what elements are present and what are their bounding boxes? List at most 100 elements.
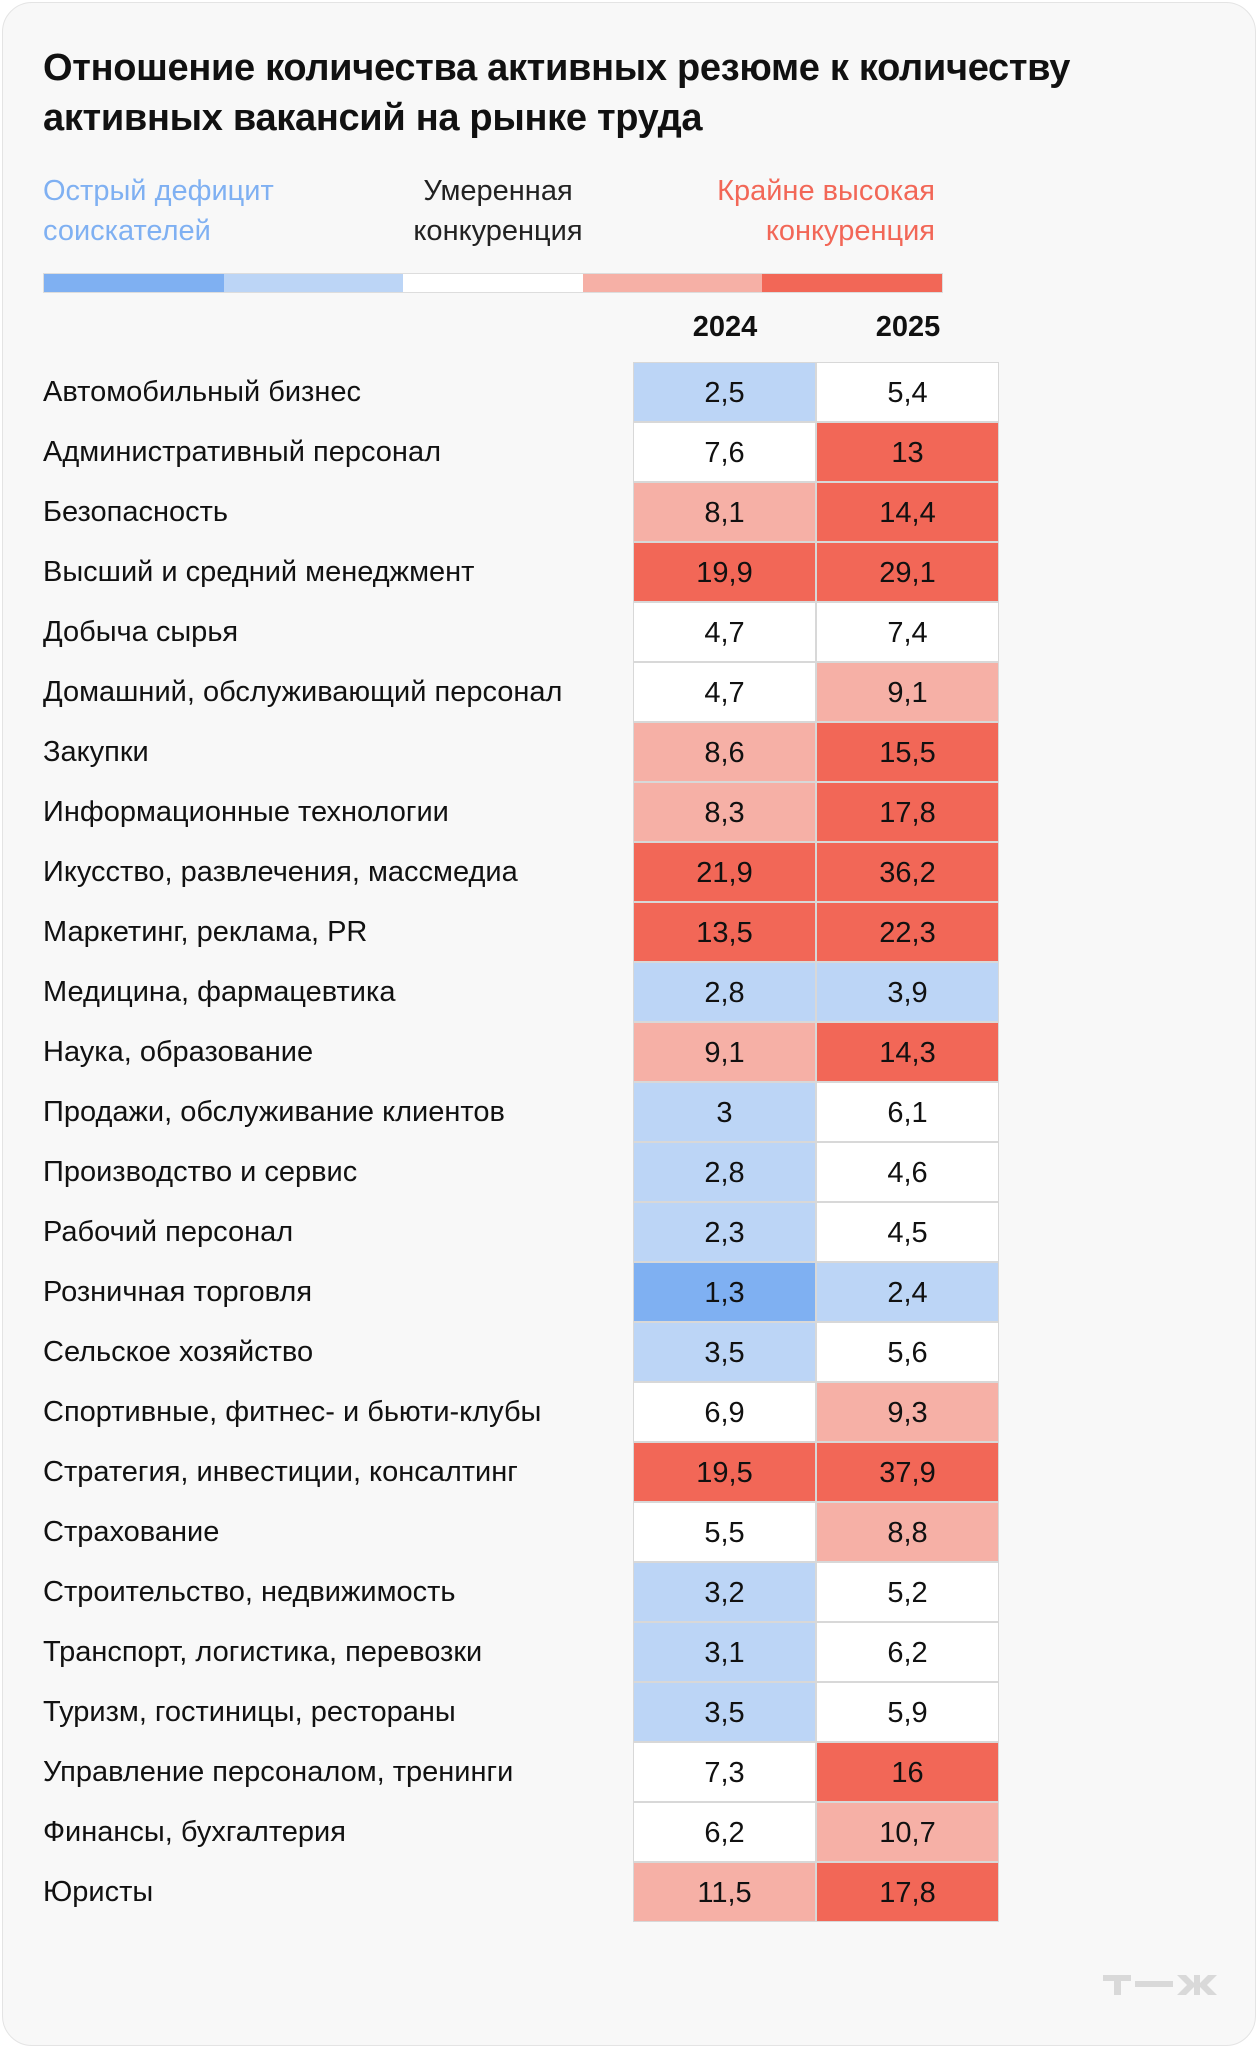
table-row: Административный персонал 7,6 13 bbox=[3, 422, 1260, 482]
heatmap-cell-2024: 7,3 bbox=[633, 1742, 816, 1802]
heatmap-cell-2025: 17,8 bbox=[816, 1862, 999, 1922]
heatmap-cell-2025: 6,2 bbox=[816, 1622, 999, 1682]
heatmap-cell-2024: 3,1 bbox=[633, 1622, 816, 1682]
table-row: Финансы, бухгалтерия 6,2 10,7 bbox=[3, 1802, 1260, 1862]
legend-swatch-3 bbox=[582, 274, 763, 292]
heatmap-cell-2024: 1,3 bbox=[633, 1262, 816, 1322]
heatmap-cell-2024: 19,5 bbox=[633, 1442, 816, 1502]
table-row: Строительство, недвижимость 3,2 5,2 bbox=[3, 1562, 1260, 1622]
heatmap-cell-2025: 7,4 bbox=[816, 602, 999, 662]
table-row: Продажи, обслуживание клиентов 3 6,1 bbox=[3, 1082, 1260, 1142]
heatmap-cell-2024: 4,7 bbox=[633, 662, 816, 722]
heatmap-cell-2024: 3,5 bbox=[633, 1682, 816, 1742]
row-label: Административный персонал bbox=[43, 436, 441, 468]
legend-swatch-0 bbox=[44, 274, 224, 292]
heatmap-cell-2025: 4,5 bbox=[816, 1202, 999, 1262]
heatmap-cell-2024: 3 bbox=[633, 1082, 816, 1142]
heatmap-cell-2025: 14,4 bbox=[816, 482, 999, 542]
tj-logo bbox=[1103, 1975, 1217, 1995]
heatmap-cell-2025: 5,9 bbox=[816, 1682, 999, 1742]
row-label: Автомобильный бизнес bbox=[43, 376, 361, 408]
row-label: Транспорт, логистика, перевозки bbox=[43, 1636, 483, 1668]
table-row: Спортивные, фитнес- и бьюти-клубы 6,9 9,3 bbox=[3, 1382, 1260, 1442]
row-label: Управление персоналом, тренинги bbox=[43, 1756, 514, 1788]
row-label: Стратегия, инвестиции, консалтинг bbox=[43, 1456, 518, 1488]
row-label: Добыча сырья bbox=[43, 616, 239, 648]
legend-swatch-1 bbox=[223, 274, 404, 292]
legend-high-label: Крайне высокая конкуренция bbox=[717, 175, 935, 247]
table-row: Информационные технологии 8,3 17,8 bbox=[3, 782, 1260, 842]
heatmap-cell-2024: 6,9 bbox=[633, 1382, 816, 1442]
heatmap-cell-2024: 9,1 bbox=[633, 1022, 816, 1082]
heatmap-cell-2025: 37,9 bbox=[816, 1442, 999, 1502]
table-row: Туризм, гостиницы, рестораны 3,5 5,9 bbox=[3, 1682, 1260, 1742]
table-row: Добыча сырья 4,7 7,4 bbox=[3, 602, 1260, 662]
heatmap-cell-2025: 5,4 bbox=[816, 362, 999, 422]
row-label: Маркетинг, реклама, PR bbox=[43, 916, 368, 948]
row-label: Юристы bbox=[43, 1876, 154, 1908]
row-label: Высший и средний менеджмент bbox=[43, 556, 475, 588]
heatmap-cell-2024: 4,7 bbox=[633, 602, 816, 662]
heatmap-cell-2024: 3,5 bbox=[633, 1322, 816, 1382]
heatmap-cell-2024: 8,1 bbox=[633, 482, 816, 542]
table-row: Икусство, развлечения, массмедиа 21,9 36,2 bbox=[3, 842, 1260, 902]
row-label: Безопасность bbox=[43, 496, 228, 528]
heatmap-cell-2024: 8,3 bbox=[633, 782, 816, 842]
table-row: Безопасность 8,1 14,4 bbox=[3, 482, 1260, 542]
row-label: Рабочий персонал bbox=[43, 1216, 294, 1248]
column-header-2024: 2024 bbox=[692, 311, 758, 343]
legend-color-scale bbox=[43, 273, 943, 293]
heatmap-cell-2025: 15,5 bbox=[816, 722, 999, 782]
table-row: Медицина, фармацевтика 2,8 3,9 bbox=[3, 962, 1260, 1022]
row-label: Икусство, развлечения, массмедиа bbox=[43, 856, 518, 888]
heatmap-cell-2025: 17,8 bbox=[816, 782, 999, 842]
row-label: Страхование bbox=[43, 1516, 220, 1548]
row-label: Сельское хозяйство bbox=[43, 1336, 314, 1368]
heatmap-cell-2025: 2,4 bbox=[816, 1262, 999, 1322]
row-label: Розничная торговля bbox=[43, 1276, 313, 1308]
heatmap-cell-2024: 3,2 bbox=[633, 1562, 816, 1622]
table-row: Транспорт, логистика, перевозки 3,1 6,2 bbox=[3, 1622, 1260, 1682]
row-label: Медицина, фармацевтика bbox=[43, 976, 396, 1008]
row-label: Производство и сервис bbox=[43, 1156, 358, 1188]
row-label: Спортивные, фитнес- и бьюти-клубы bbox=[43, 1396, 542, 1428]
row-label: Строительство, недвижимость bbox=[43, 1576, 456, 1608]
heatmap-cell-2024: 7,6 bbox=[633, 422, 816, 482]
legend-swatch-2 bbox=[403, 274, 583, 292]
table-row: Высший и средний менеджмент 19,9 29,1 bbox=[3, 542, 1260, 602]
heatmap-cell-2024: 2,8 bbox=[633, 962, 816, 1022]
heatmap-cell-2024: 5,5 bbox=[633, 1502, 816, 1562]
heatmap-cell-2024: 2,5 bbox=[633, 362, 816, 422]
row-label: Продажи, обслуживание клиентов bbox=[43, 1096, 505, 1128]
table-row: Автомобильный бизнес 2,5 5,4 bbox=[3, 362, 1260, 422]
table-row: Страхование 5,5 8,8 bbox=[3, 1502, 1260, 1562]
heatmap-cell-2024: 19,9 bbox=[633, 542, 816, 602]
row-label: Финансы, бухгалтерия bbox=[43, 1816, 346, 1848]
row-label: Закупки bbox=[43, 736, 149, 768]
heatmap-cell-2025: 5,2 bbox=[816, 1562, 999, 1622]
table-row: Рабочий персонал 2,3 4,5 bbox=[3, 1202, 1260, 1262]
row-label: Наука, образование bbox=[43, 1036, 314, 1068]
heatmap-cell-2025: 29,1 bbox=[816, 542, 999, 602]
table-row: Юристы 11,5 17,8 bbox=[3, 1862, 1260, 1922]
table-row: Маркетинг, реклама, PR 13,5 22,3 bbox=[3, 902, 1260, 962]
table-row: Сельское хозяйство 3,5 5,6 bbox=[3, 1322, 1260, 1382]
row-label: Туризм, гостиницы, рестораны bbox=[43, 1696, 456, 1728]
table-row: Наука, образование 9,1 14,3 bbox=[3, 1022, 1260, 1082]
table-row: Розничная торговля 1,3 2,4 bbox=[3, 1262, 1260, 1322]
heatmap-cell-2025: 22,3 bbox=[816, 902, 999, 962]
table-row: Стратегия, инвестиции, консалтинг 19,5 37,… bbox=[3, 1442, 1260, 1502]
heatmap-cell-2024: 21,9 bbox=[633, 842, 816, 902]
heatmap-cell-2024: 8,6 bbox=[633, 722, 816, 782]
heatmap-cell-2025: 8,8 bbox=[816, 1502, 999, 1562]
heatmap-cell-2025: 5,6 bbox=[816, 1322, 999, 1382]
heatmap-table: Автомобильный бизнес 2,5 5,4 Административн… bbox=[3, 362, 1260, 1922]
heatmap-cell-2025: 13 bbox=[816, 422, 999, 482]
legend-mid-label: Умеренная конкуренция bbox=[413, 175, 583, 247]
table-row: Закупки 8,6 15,5 bbox=[3, 722, 1260, 782]
table-row: Управление персоналом, тренинги 7,3 16 bbox=[3, 1742, 1260, 1802]
legend-low-label: Острый дефицит соискателей bbox=[43, 175, 274, 247]
heatmap-cell-2025: 16 bbox=[816, 1742, 999, 1802]
heatmap-cell-2024: 6,2 bbox=[633, 1802, 816, 1862]
